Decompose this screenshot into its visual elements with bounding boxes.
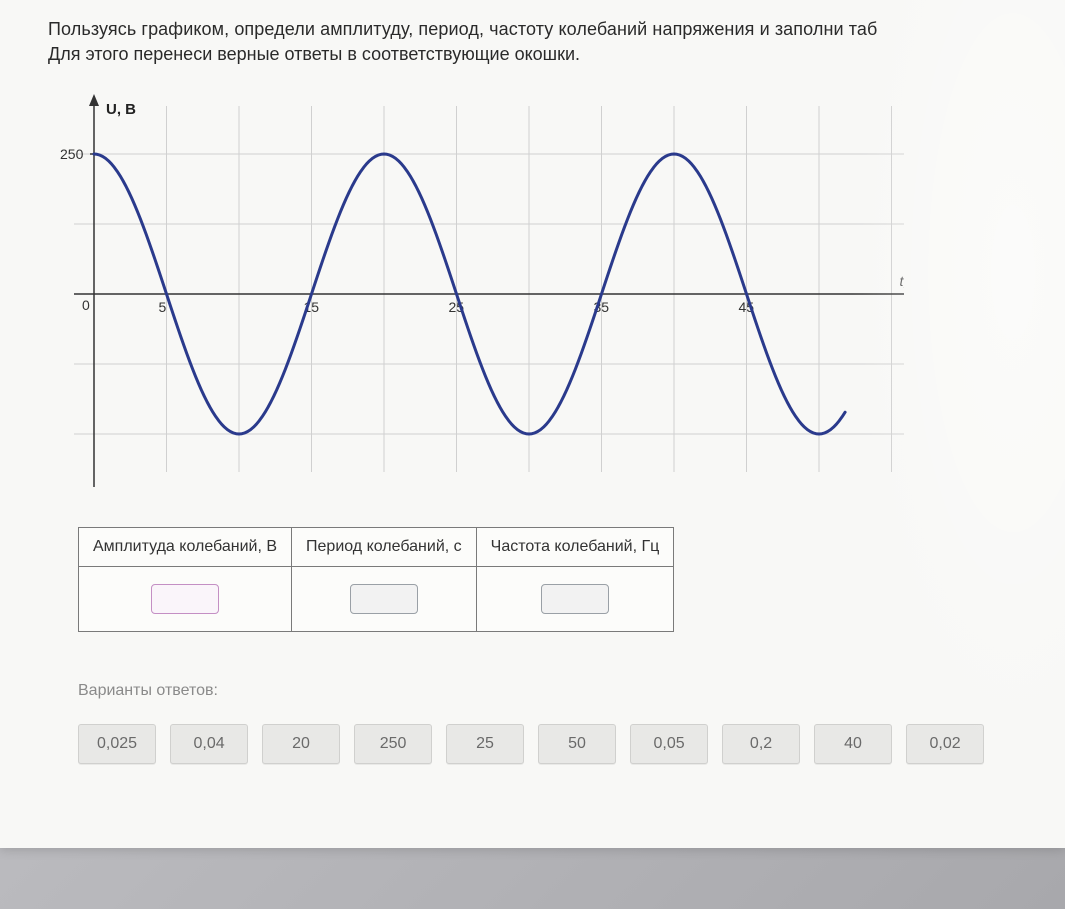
period-drop-slot[interactable] xyxy=(350,584,418,614)
option-chip[interactable]: 25 xyxy=(446,724,524,764)
option-chip[interactable]: 20 xyxy=(262,724,340,764)
option-chip[interactable]: 0,04 xyxy=(170,724,248,764)
col-period-header: Период колебаний, с xyxy=(292,527,477,566)
voltage-chart: U, Вt, мс2500515253545 xyxy=(34,79,904,509)
svg-text:250: 250 xyxy=(60,146,84,162)
svg-text:5: 5 xyxy=(159,299,167,315)
option-chip[interactable]: 50 xyxy=(538,724,616,764)
exercise-paper: Пользуясь графиком, определи амплитуду, … xyxy=(0,0,1065,848)
option-chip[interactable]: 250 xyxy=(354,724,432,764)
amplitude-drop-slot[interactable] xyxy=(151,584,219,614)
options-label: Варианты ответов: xyxy=(78,682,1035,700)
option-chip[interactable]: 0,2 xyxy=(722,724,800,764)
answer-table: Амплитуда колебаний, В Период колебаний,… xyxy=(78,527,674,632)
option-chip[interactable]: 40 xyxy=(814,724,892,764)
col-frequency-header: Частота колебаний, Гц xyxy=(476,527,674,566)
options-row: 0,025 0,04 20 250 25 50 0,05 0,2 40 0,02 xyxy=(78,724,1035,764)
frequency-cell xyxy=(476,566,674,631)
instruction-line-1: Пользуясь графиком, определи амплитуду, … xyxy=(48,18,1035,41)
svg-text:0: 0 xyxy=(82,297,90,313)
chart-svg: U, Вt, мс2500515253545 xyxy=(34,79,904,509)
svg-text:U, В: U, В xyxy=(106,101,136,118)
option-chip[interactable]: 0,025 xyxy=(78,724,156,764)
table-header-row: Амплитуда колебаний, В Период колебаний,… xyxy=(79,527,674,566)
table-answer-row xyxy=(79,566,674,631)
option-chip[interactable]: 0,05 xyxy=(630,724,708,764)
svg-text:t, мс: t, мс xyxy=(900,273,905,289)
amplitude-cell xyxy=(79,566,292,631)
instruction-line-2: Для этого перенеси верные ответы в соотв… xyxy=(48,43,1035,66)
period-cell xyxy=(292,566,477,631)
frequency-drop-slot[interactable] xyxy=(541,584,609,614)
option-chip[interactable]: 0,02 xyxy=(906,724,984,764)
col-amplitude-header: Амплитуда колебаний, В xyxy=(79,527,292,566)
